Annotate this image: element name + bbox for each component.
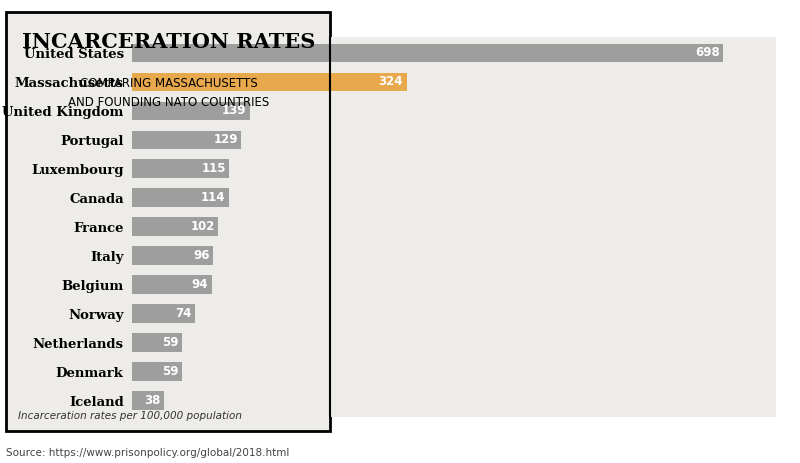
Bar [132, 333, 182, 352]
Bar [132, 188, 229, 207]
Text: 139: 139 [222, 105, 246, 118]
Bar [132, 304, 194, 323]
Text: 94: 94 [192, 278, 208, 291]
Bar [132, 218, 218, 236]
Bar [132, 73, 406, 91]
Text: 698: 698 [695, 46, 720, 59]
Text: 38: 38 [145, 394, 161, 407]
Text: INCARCERATION RATES: INCARCERATION RATES [22, 31, 315, 52]
Bar [132, 159, 230, 178]
Text: 96: 96 [194, 250, 210, 263]
Bar [132, 391, 164, 410]
Text: 129: 129 [214, 133, 238, 146]
Text: Incarceration rates per 100,000 population: Incarceration rates per 100,000 populati… [18, 411, 242, 421]
Bar [132, 101, 250, 120]
Bar [132, 131, 242, 150]
Text: 115: 115 [202, 163, 226, 175]
Text: 59: 59 [162, 336, 178, 349]
Bar [132, 44, 723, 63]
Bar [132, 363, 182, 381]
Text: 324: 324 [378, 75, 403, 88]
Text: 59: 59 [162, 365, 178, 378]
Bar [132, 275, 212, 294]
Text: 74: 74 [175, 307, 191, 320]
Bar [132, 246, 214, 265]
Text: 102: 102 [190, 220, 215, 233]
Text: Source: https://www.prisonpolicy.org/global/2018.html: Source: https://www.prisonpolicy.org/glo… [6, 448, 290, 458]
Text: COMPARING MASSACHUSETTS
AND FOUNDING NATO COUNTRIES: COMPARING MASSACHUSETTS AND FOUNDING NAT… [68, 76, 269, 109]
Text: 114: 114 [201, 191, 226, 204]
